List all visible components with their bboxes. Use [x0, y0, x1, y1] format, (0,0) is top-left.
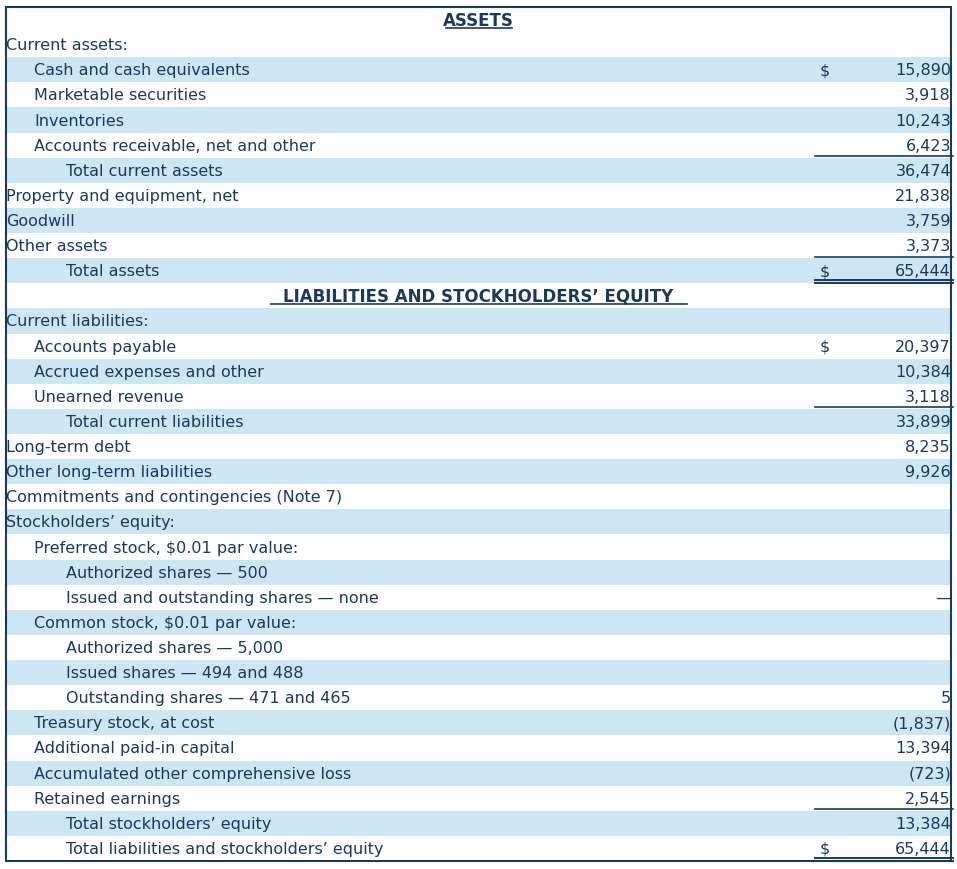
Text: 3,373: 3,373 — [905, 239, 951, 254]
Text: 3,918: 3,918 — [905, 89, 951, 103]
Bar — [6, 309, 951, 335]
Bar — [6, 585, 951, 610]
Text: (723): (723) — [908, 766, 951, 780]
Text: Other assets: Other assets — [6, 239, 107, 254]
Text: Preferred stock, $0.01 par value:: Preferred stock, $0.01 par value: — [34, 540, 299, 555]
Bar — [6, 359, 951, 384]
Bar — [6, 259, 951, 284]
Bar — [6, 209, 951, 234]
Bar — [6, 534, 951, 560]
Text: Property and equipment, net: Property and equipment, net — [6, 189, 238, 203]
Text: 65,444: 65,444 — [895, 841, 951, 856]
Text: Authorized shares — 5,000: Authorized shares — 5,000 — [66, 640, 283, 655]
Bar — [6, 660, 951, 686]
Text: Current liabilities:: Current liabilities: — [6, 314, 148, 329]
Text: 6,423: 6,423 — [905, 138, 951, 154]
Text: $: $ — [820, 841, 831, 856]
Bar — [6, 460, 951, 485]
Text: Total assets: Total assets — [66, 264, 160, 279]
Text: ASSETS: ASSETS — [443, 11, 514, 30]
Text: 10,243: 10,243 — [895, 113, 951, 129]
Bar — [6, 635, 951, 660]
Text: Total current liabilities: Total current liabilities — [66, 415, 243, 429]
Text: 36,474: 36,474 — [896, 163, 951, 178]
Text: Commitments and contingencies (Note 7): Commitments and contingencies (Note 7) — [6, 490, 342, 505]
Text: 15,890: 15,890 — [895, 63, 951, 78]
Text: 3,118: 3,118 — [905, 389, 951, 404]
Text: 5: 5 — [941, 691, 951, 706]
Bar — [6, 284, 951, 309]
Bar — [6, 335, 951, 359]
Text: Total current assets: Total current assets — [66, 163, 223, 178]
Text: Stockholders’ equity:: Stockholders’ equity: — [6, 514, 175, 530]
Text: 3,759: 3,759 — [905, 214, 951, 229]
Bar — [6, 735, 951, 760]
Text: Total stockholders’ equity: Total stockholders’ equity — [66, 816, 272, 831]
Bar — [6, 158, 951, 183]
Text: $: $ — [820, 339, 831, 355]
Text: Total liabilities and stockholders’ equity: Total liabilities and stockholders’ equi… — [66, 841, 384, 856]
Text: Unearned revenue: Unearned revenue — [34, 389, 184, 404]
Bar — [6, 409, 951, 434]
Text: Retained earnings: Retained earnings — [34, 791, 180, 806]
Bar — [6, 109, 951, 134]
Text: —: — — [935, 590, 951, 605]
Bar — [6, 836, 951, 861]
Text: $: $ — [820, 264, 831, 279]
Text: 65,444: 65,444 — [895, 264, 951, 279]
Text: 33,899: 33,899 — [896, 415, 951, 429]
Bar — [6, 760, 951, 786]
Bar — [6, 510, 951, 534]
Text: Common stock, $0.01 par value:: Common stock, $0.01 par value: — [34, 615, 297, 630]
Text: Marketable securities: Marketable securities — [34, 89, 207, 103]
Text: Accounts receivable, net and other: Accounts receivable, net and other — [34, 138, 316, 154]
Text: (1,837): (1,837) — [893, 715, 951, 731]
Text: 10,384: 10,384 — [895, 364, 951, 379]
Text: 8,235: 8,235 — [905, 440, 951, 454]
Text: 9,926: 9,926 — [905, 465, 951, 480]
Text: Authorized shares — 500: Authorized shares — 500 — [66, 565, 268, 580]
Bar — [6, 711, 951, 735]
Bar — [6, 485, 951, 510]
Bar — [6, 686, 951, 711]
Bar — [6, 786, 951, 811]
Text: Additional paid-in capital: Additional paid-in capital — [34, 740, 234, 756]
Text: Inventories: Inventories — [34, 113, 124, 129]
Bar — [6, 811, 951, 836]
Text: Accounts payable: Accounts payable — [34, 339, 176, 355]
Text: Outstanding shares — 471 and 465: Outstanding shares — 471 and 465 — [66, 691, 350, 706]
Bar — [6, 434, 951, 460]
Bar — [6, 58, 951, 83]
Text: Issued shares — 494 and 488: Issued shares — 494 and 488 — [66, 666, 303, 680]
Bar — [6, 134, 951, 158]
Text: 21,838: 21,838 — [895, 189, 951, 203]
Text: $: $ — [820, 63, 831, 78]
Text: Cash and cash equivalents: Cash and cash equivalents — [34, 63, 250, 78]
Text: LIABILITIES AND STOCKHOLDERS’ EQUITY: LIABILITIES AND STOCKHOLDERS’ EQUITY — [283, 288, 674, 306]
Text: Long-term debt: Long-term debt — [6, 440, 130, 454]
Bar — [6, 560, 951, 585]
Text: Accumulated other comprehensive loss: Accumulated other comprehensive loss — [34, 766, 351, 780]
Text: 13,394: 13,394 — [896, 740, 951, 756]
Text: Issued and outstanding shares — none: Issued and outstanding shares — none — [66, 590, 379, 605]
Text: Accrued expenses and other: Accrued expenses and other — [34, 364, 264, 379]
Bar — [6, 234, 951, 259]
Bar — [6, 610, 951, 635]
Text: 20,397: 20,397 — [896, 339, 951, 355]
Bar — [6, 183, 951, 209]
Bar — [6, 8, 951, 33]
Bar — [6, 33, 951, 58]
Text: 13,384: 13,384 — [895, 816, 951, 831]
Bar — [6, 384, 951, 409]
Text: Current assets:: Current assets: — [6, 38, 128, 53]
Text: Treasury stock, at cost: Treasury stock, at cost — [34, 715, 214, 731]
Text: Goodwill: Goodwill — [6, 214, 75, 229]
Bar — [6, 83, 951, 109]
Text: 2,545: 2,545 — [905, 791, 951, 806]
Text: Other long-term liabilities: Other long-term liabilities — [6, 465, 212, 480]
